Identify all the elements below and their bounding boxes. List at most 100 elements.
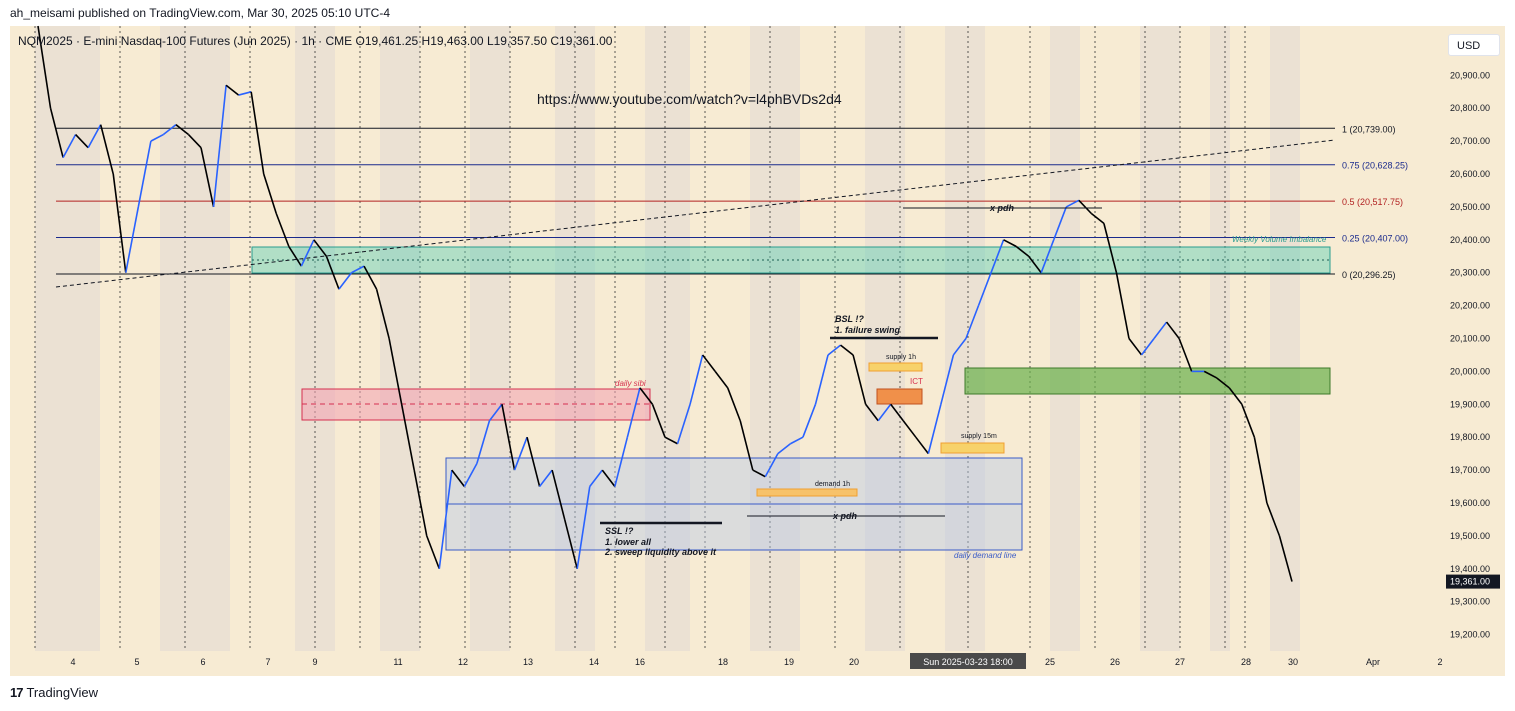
annotation-10: SSL !? (605, 526, 634, 536)
price-segment-62 (802, 404, 817, 438)
price-segment-55 (714, 370, 729, 389)
shade-band-0 (35, 26, 100, 651)
price-tick-7: 20,200.00 (1450, 301, 1490, 311)
price-segment-7 (112, 173, 127, 273)
price-segment-50 (651, 404, 666, 438)
price-segment-60 (777, 443, 791, 455)
symbol-ohlc: NQM2025 · E-mini Nasdaq-100 Futures (Jun… (18, 34, 612, 48)
fib-levels: 1 (20,739.00) 0.75 (20,628.25) 0.5 (20,517… (55, 124, 1408, 288)
time-label-10: 18 (718, 657, 728, 667)
price-segment-57 (739, 420, 754, 471)
time-label-14: 25 (1045, 657, 1055, 667)
price-segment-75 (965, 305, 980, 339)
price-segment-71 (915, 436, 929, 455)
price-tick-14: 19,500.00 (1450, 531, 1490, 541)
price-segment-95 (1216, 377, 1230, 389)
shade-band-12 (1210, 26, 1230, 651)
price-segment-92 (1178, 338, 1193, 372)
price-segment-16 (225, 84, 240, 96)
price-segment-25 (338, 272, 353, 290)
last-price-badge (1446, 574, 1500, 589)
symbol-info: NQM2025 · E-mini Nasdaq-100 Futures (Jun… (18, 34, 353, 48)
price-segment-56 (726, 387, 741, 422)
tradingview-brand[interactable]: 17 TradingView (10, 685, 98, 700)
price-segment-1 (37, 25, 52, 109)
price-axis: 20,900.00 20,800.00 20,700.00 20,600.00 20,5… (1445, 26, 1505, 651)
annotation-12: 2. sweep liquidity above it (604, 547, 717, 557)
price-segment-63 (814, 354, 829, 405)
price-segment-4 (75, 134, 89, 149)
crosshair-time-badge (910, 653, 1026, 669)
annotations: Weekly Volume Imbalance daily sibi supply … (600, 203, 1327, 560)
ict-zone (876, 388, 923, 405)
currency-button[interactable]: USD (1448, 34, 1500, 56)
price-tick-2: 20,700.00 (1450, 136, 1490, 146)
time-label-8: 14 (589, 657, 599, 667)
shade-band-11 (1140, 26, 1180, 651)
price-segment-26 (351, 265, 365, 274)
time-label-0: 4 (70, 657, 75, 667)
price-segment-54 (701, 354, 716, 372)
price-segment-44 (576, 486, 591, 569)
price-segment-80 (1028, 255, 1042, 274)
price-tick-13: 19,600.00 (1450, 498, 1490, 508)
time-label-11: 19 (784, 657, 794, 667)
price-segment-73 (940, 354, 955, 405)
price-segment-11 (162, 124, 177, 136)
price-segment-64 (827, 344, 842, 356)
price-tick-4: 20,500.00 (1450, 202, 1490, 212)
price-segment-47 (614, 436, 629, 487)
annotation-3: ICT (910, 377, 923, 386)
price-tick-15: 19,400.00 (1450, 564, 1490, 574)
annotation-8: BSL !? (835, 314, 864, 324)
annotation-1: daily sibi (615, 379, 646, 388)
price-segment-65 (840, 344, 854, 356)
time-label-4: 9 (312, 657, 317, 667)
price-segment-78 (1003, 239, 1017, 248)
time-label-1: 5 (134, 657, 139, 667)
zones (251, 246, 1331, 551)
price-segment-3 (62, 134, 77, 158)
time-label-5: 11 (393, 657, 402, 667)
time-label-17: 28 (1241, 657, 1251, 667)
chart-url-annotation: https://www.youtube.com/watch?v=l4phBVDs… (537, 91, 842, 107)
price-segment-23 (313, 239, 328, 257)
price-tick-12: 19,700.00 (1450, 465, 1490, 475)
price-segment-14 (200, 147, 215, 208)
price-segment-66 (852, 354, 867, 405)
price-segment-31 (413, 469, 428, 537)
price-segment-69 (890, 403, 904, 422)
price-segment-76 (977, 272, 992, 306)
candles (37, 25, 1293, 582)
price-segment-49 (639, 387, 654, 405)
shade-band-1 (160, 26, 230, 651)
price-segment-22 (300, 239, 315, 267)
demand-zone-green (964, 367, 1331, 395)
price-segment-53 (689, 354, 704, 405)
price-segment-43 (563, 519, 578, 569)
price-segment-35 (463, 463, 478, 487)
price-segment-28 (375, 288, 390, 339)
price-segment-24 (325, 255, 340, 290)
price-segment-37 (488, 403, 503, 422)
price-tick-9: 20,000.00 (1450, 366, 1490, 376)
price-segment-68 (877, 403, 892, 422)
low-value: L19,357.50 (486, 34, 548, 48)
price-segment-21 (288, 245, 303, 267)
price-segment-5 (87, 124, 102, 149)
price-segment-82 (1052, 206, 1068, 241)
price-segment-36 (476, 420, 491, 464)
fib-label-3: 0.25 (20,407.00) (1342, 234, 1408, 244)
price-tick-10: 19,900.00 (1450, 399, 1490, 409)
time-label-20: 2 (1437, 657, 1442, 667)
price-segment-20 (275, 213, 290, 247)
price-segment-90 (1153, 321, 1168, 339)
price-segment-84 (1078, 199, 1092, 215)
supply-15m-zone (940, 442, 1005, 454)
fib-label-2: 0.5 (20,517.75) (1342, 197, 1403, 207)
price-segment-96 (1228, 387, 1243, 405)
shade-band-13 (1270, 26, 1300, 651)
shade-band-6 (645, 26, 690, 651)
price-segment-27 (363, 265, 378, 290)
